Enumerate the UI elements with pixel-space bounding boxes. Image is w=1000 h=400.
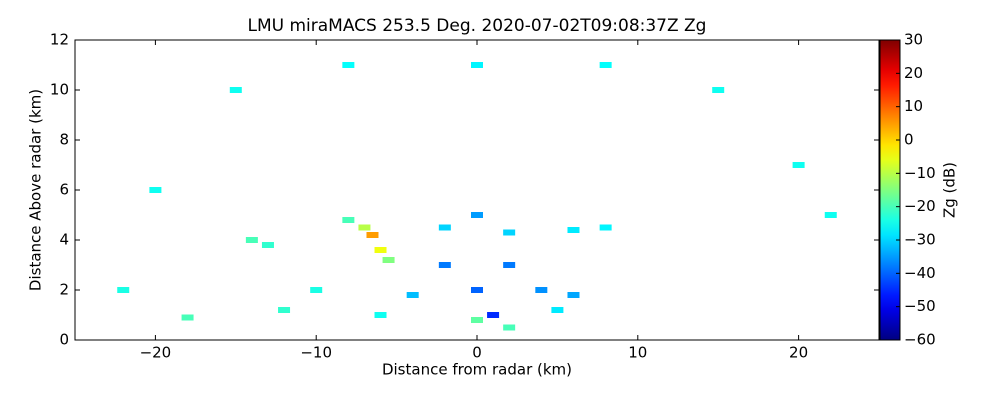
data-cell bbox=[358, 224, 371, 231]
data-cell bbox=[366, 232, 379, 238]
data-cell bbox=[149, 187, 162, 193]
data-cell bbox=[438, 224, 451, 231]
colorbar-tick-label: −10 bbox=[904, 164, 936, 182]
data-cell bbox=[487, 312, 500, 318]
colorbar bbox=[879, 39, 901, 341]
data-cell bbox=[261, 242, 274, 248]
data-cell bbox=[245, 237, 258, 243]
data-cell bbox=[342, 217, 355, 223]
data-cell bbox=[471, 317, 483, 323]
data-cell bbox=[471, 62, 483, 68]
data-cell bbox=[406, 292, 419, 298]
y-tick-label: 2 bbox=[59, 281, 69, 299]
y-tick-label: 10 bbox=[50, 81, 69, 99]
data-cell bbox=[551, 307, 564, 313]
colorbar-tick-label: −50 bbox=[904, 297, 936, 315]
colorbar-tick-label: −30 bbox=[904, 231, 936, 249]
data-cell bbox=[503, 324, 516, 331]
data-cell bbox=[599, 224, 612, 231]
colorbar-tick-label: 20 bbox=[904, 64, 923, 82]
colorbar-tick-label: −20 bbox=[904, 197, 936, 215]
colorbar-tick-label: −40 bbox=[904, 264, 936, 282]
x-tick-label: 10 bbox=[628, 344, 647, 362]
data-cell bbox=[599, 62, 612, 68]
y-tick-label: 4 bbox=[59, 231, 69, 249]
y-tick-label: 0 bbox=[59, 331, 69, 349]
x-tick-label: −10 bbox=[300, 344, 332, 362]
x-tick-label: −20 bbox=[140, 344, 172, 362]
data-cell bbox=[503, 262, 516, 268]
chart-title: LMU miraMACS 253.5 Deg. 2020-07-02T09:08… bbox=[248, 16, 707, 36]
y-tick-label: 12 bbox=[50, 31, 69, 49]
data-cell bbox=[374, 247, 387, 253]
data-cell bbox=[310, 287, 323, 293]
colorbar-tick-label: 0 bbox=[904, 131, 914, 149]
data-cell bbox=[712, 87, 725, 93]
data-cell bbox=[382, 257, 395, 263]
colorbar-tick-label: 10 bbox=[904, 97, 923, 115]
data-cell bbox=[567, 227, 580, 233]
data-cell bbox=[117, 287, 130, 293]
colorbar-tick-label: −60 bbox=[904, 331, 936, 349]
data-cell bbox=[374, 312, 387, 318]
data-cell bbox=[792, 162, 805, 168]
data-cell bbox=[471, 212, 483, 218]
y-tick-label: 8 bbox=[59, 131, 69, 149]
data-cell bbox=[824, 212, 837, 218]
data-cell bbox=[503, 229, 516, 236]
plot-frame bbox=[74, 39, 880, 341]
y-axis-label: Distance Above radar (km) bbox=[27, 89, 45, 291]
data-cell bbox=[229, 87, 242, 93]
data-cell bbox=[278, 307, 291, 313]
data-cell bbox=[181, 314, 194, 321]
data-cell bbox=[567, 292, 580, 298]
data-cell bbox=[471, 287, 483, 293]
data-cell bbox=[535, 287, 548, 293]
data-cell bbox=[438, 262, 451, 268]
x-axis-label: Distance from radar (km) bbox=[382, 361, 572, 379]
data-cell bbox=[342, 62, 355, 68]
x-tick-label: 0 bbox=[472, 344, 482, 362]
colorbar-tick-label: 30 bbox=[904, 31, 923, 49]
x-tick-label: 20 bbox=[789, 344, 808, 362]
y-tick-label: 6 bbox=[59, 181, 69, 199]
colorbar-label: Zg (dB) bbox=[941, 162, 959, 218]
